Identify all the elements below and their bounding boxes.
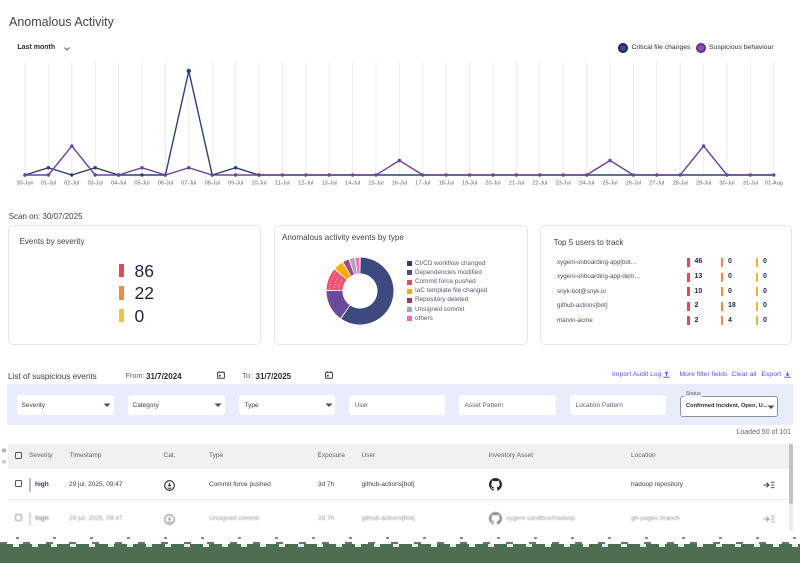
svg-text:14-Jul: 14-Jul	[345, 181, 360, 187]
svg-text:11-Jul: 11-Jul	[275, 181, 290, 187]
svg-text:17-Jul: 17-Jul	[415, 181, 430, 187]
svg-text:23-Jul: 23-Jul	[556, 181, 571, 187]
svg-text:27-Jul: 27-Jul	[649, 181, 664, 187]
svg-text:30-Jul: 30-Jul	[719, 181, 734, 187]
svg-text:06-Jul: 06-Jul	[158, 181, 173, 187]
svg-text:30-Jun: 30-Jun	[16, 181, 33, 187]
svg-text:12-Jul: 12-Jul	[298, 181, 313, 187]
svg-text:16-Jul: 16-Jul	[392, 181, 407, 187]
svg-text:24-Jul: 24-Jul	[579, 181, 594, 187]
svg-text:10-Jul: 10-Jul	[251, 181, 266, 187]
svg-text:01-Jul: 01-Jul	[41, 181, 56, 187]
svg-text:03-Jul: 03-Jul	[88, 181, 103, 187]
svg-text:31-Jul: 31-Jul	[743, 181, 758, 187]
svg-text:20-Jul: 20-Jul	[485, 181, 500, 187]
svg-text:08-Jul: 08-Jul	[205, 181, 220, 187]
svg-text:18-Jul: 18-Jul	[439, 181, 454, 187]
svg-text:04-Jul: 04-Jul	[111, 181, 126, 187]
svg-text:07-Jul: 07-Jul	[181, 181, 196, 187]
svg-text:25-Jul: 25-Jul	[602, 181, 617, 187]
svg-text:02-Jul: 02-Jul	[64, 181, 79, 187]
svg-text:15-Jul: 15-Jul	[368, 181, 383, 187]
svg-text:09-Jul: 09-Jul	[228, 181, 243, 187]
svg-text:01-Aug: 01-Aug	[765, 181, 783, 187]
svg-text:26-Jul: 26-Jul	[626, 181, 641, 187]
svg-text:29-Jul: 29-Jul	[696, 181, 711, 187]
svg-text:21-Jul: 21-Jul	[509, 181, 524, 187]
svg-text:19-Jul: 19-Jul	[462, 181, 477, 187]
svg-text:13-Jul: 13-Jul	[322, 181, 337, 187]
svg-text:05-Jul: 05-Jul	[134, 181, 149, 187]
svg-text:28-Jul: 28-Jul	[673, 181, 688, 187]
svg-text:22-Jul: 22-Jul	[532, 181, 547, 187]
